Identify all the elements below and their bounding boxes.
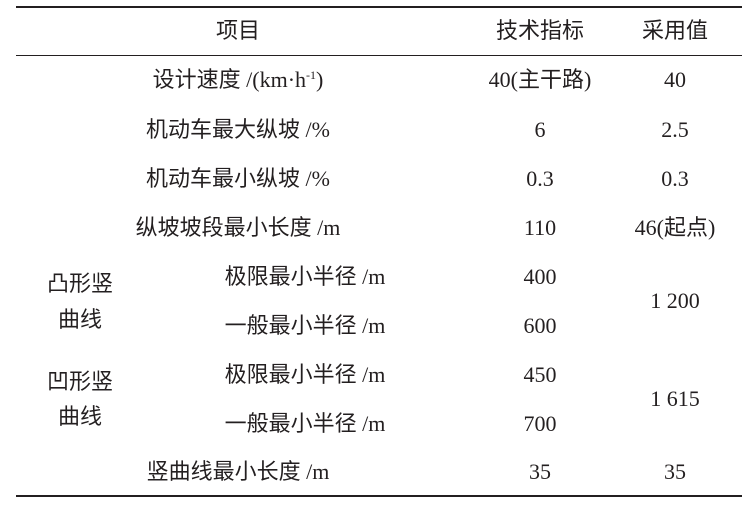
item-sup: -1: [306, 68, 317, 82]
group-label: 凸形竖: [46, 271, 114, 296]
item-end: ): [316, 67, 324, 92]
row-adopted: 35: [664, 459, 686, 484]
sub-spec: 450: [523, 362, 557, 387]
row-spec: 110: [523, 215, 557, 240]
sub-item: 极限最小半径 /m: [224, 362, 386, 387]
header-spec: 技术指标: [495, 18, 585, 43]
sub-item: 极限最小半径 /m: [224, 264, 386, 289]
row-spec: 6: [534, 117, 546, 142]
row-item: 机动车最小纵坡 /%: [146, 166, 330, 191]
group-adopted: 1 615: [650, 386, 700, 411]
row-spec: 35: [529, 459, 551, 484]
row-spec: 40(主干路): [488, 67, 592, 92]
row-item: 纵坡坡段最小长度 /m: [135, 215, 341, 240]
header-item: 项目: [215, 18, 261, 43]
header-adopted: 采用值: [641, 18, 709, 43]
row-item: 设计速度 /(km·h-1): [153, 69, 324, 91]
row-adopted: 0.3: [661, 166, 689, 191]
row-item: 竖曲线最小长度 /m: [146, 459, 330, 484]
bottom-rule: [16, 495, 742, 497]
sub-item: 一般最小半径 /m: [224, 313, 386, 338]
sub-spec: 600: [523, 313, 557, 338]
row-adopted: 2.5: [661, 117, 689, 142]
row-spec: 0.3: [526, 166, 554, 191]
top-rule: [16, 6, 742, 8]
sub-spec: 400: [523, 264, 557, 289]
row-adopted: 40: [664, 67, 686, 92]
row-adopted: 46(起点): [634, 215, 716, 240]
group-label: 曲线: [57, 307, 103, 332]
header-rule: [16, 55, 742, 56]
sub-spec: 700: [523, 411, 557, 436]
item-text: 设计速度 /(km·h: [152, 67, 307, 92]
sub-item: 一般最小半径 /m: [224, 411, 386, 436]
group-adopted: 1 200: [650, 288, 700, 313]
group-label: 凹形竖: [46, 369, 114, 394]
row-item: 机动车最大纵坡 /%: [146, 117, 330, 142]
group-label: 曲线: [57, 404, 103, 429]
